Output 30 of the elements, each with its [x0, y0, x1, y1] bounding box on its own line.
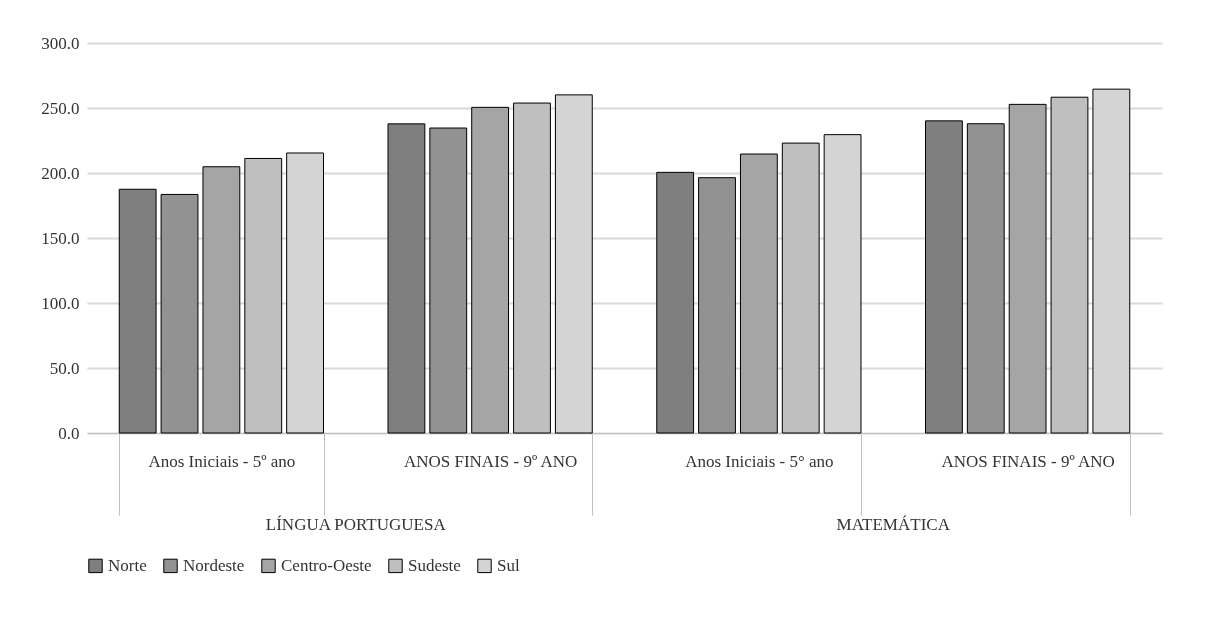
- y-tick-label: 150.0: [41, 228, 80, 248]
- bar: [118, 188, 157, 434]
- legend-label: Norte: [108, 555, 147, 575]
- bar: [966, 123, 1005, 434]
- bar: [387, 123, 426, 434]
- legend-label: Sudeste: [408, 555, 461, 575]
- bar: [160, 193, 199, 434]
- bar: [429, 127, 468, 434]
- bar: [925, 120, 963, 434]
- x-tick-label: ANOS FINAIS - 9º ANO: [941, 451, 1115, 471]
- bar: [202, 166, 241, 434]
- y-tick-label: 250.0: [41, 98, 80, 118]
- y-tick-label: 300.0: [41, 33, 80, 53]
- text: LÍNGUA PORTUGUESA: [265, 515, 447, 534]
- legend-label: Sul: [497, 555, 520, 575]
- x-tick-label: ANOS FINAIS - 9º ANO: [403, 451, 578, 471]
- bar: [656, 171, 695, 434]
- x-tick-label: Anos Iniciais - 5° ano: [685, 451, 834, 471]
- legend-label: Nordeste: [183, 555, 245, 575]
- y-tick-label: 0.0: [58, 423, 80, 443]
- bar: [698, 177, 736, 434]
- y-tick-label: 50.0: [49, 358, 80, 378]
- y-tick-label: 100.0: [41, 293, 80, 313]
- x-tick-label: Anos Iniciais - 5º ano: [148, 451, 296, 471]
- bar: [471, 106, 510, 434]
- text: MATEMÁTICA: [836, 515, 951, 534]
- legend-label: Centro-Oeste: [281, 555, 372, 575]
- y-tick-label: 200.0: [41, 163, 80, 183]
- bar: [1008, 103, 1047, 434]
- bar: [739, 153, 778, 434]
